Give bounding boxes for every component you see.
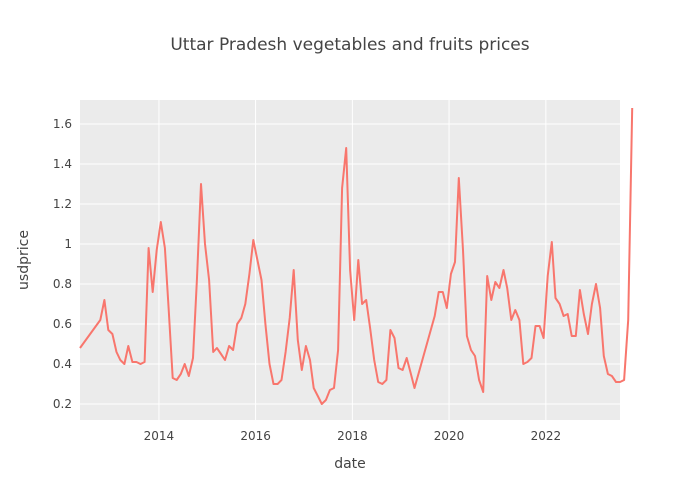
- y-tick-label: 0.8: [53, 277, 72, 291]
- x-axis-ticks: 2014 2016 2018 2020 2022: [144, 429, 561, 443]
- y-axis-ticks: 0.2 0.4 0.6 0.8 1 1.2 1.4 1.6: [53, 117, 72, 411]
- x-tick-label: 2014: [144, 429, 175, 443]
- y-tick-label: 1.6: [53, 117, 72, 131]
- x-tick-label: 2018: [337, 429, 368, 443]
- y-tick-label: 0.6: [53, 317, 72, 331]
- y-tick-label: 0.4: [53, 357, 72, 371]
- y-tick-label: 0.2: [53, 397, 72, 411]
- y-tick-label: 1.2: [53, 197, 72, 211]
- x-tick-label: 2020: [434, 429, 465, 443]
- y-tick-label: 1: [64, 237, 72, 251]
- series-layer: [79, 107, 634, 405]
- x-axis-title: date: [334, 456, 366, 472]
- series-line: [79, 107, 634, 405]
- chart-title: Uttar Pradesh vegetables and fruits pric…: [170, 35, 529, 55]
- x-gridlines: [158, 100, 547, 420]
- x-tick-label: 2016: [240, 429, 271, 443]
- x-tick-label: 2022: [531, 429, 562, 443]
- y-tick-label: 1.4: [53, 157, 72, 171]
- y-axis-title: usdprice: [16, 230, 32, 290]
